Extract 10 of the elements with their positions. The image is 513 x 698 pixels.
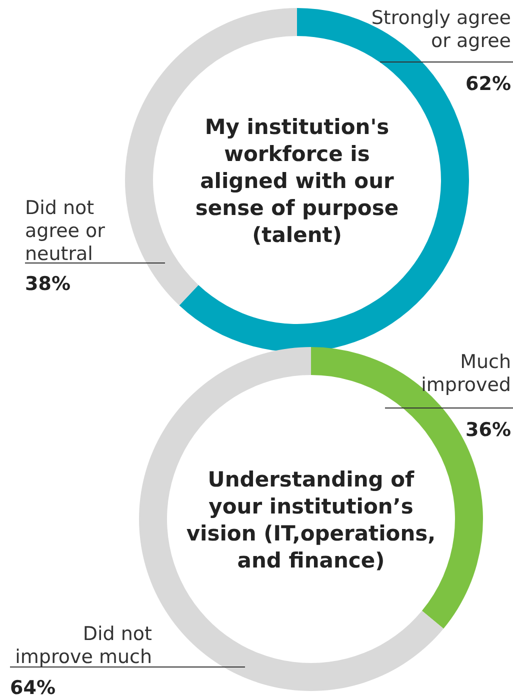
data-label: 38% xyxy=(25,273,70,295)
slice-label: Did not agree or neutral xyxy=(25,197,106,265)
slice-label: Did not improve much xyxy=(15,623,152,668)
slice-label: Much improved xyxy=(421,351,511,396)
data-label: 62% xyxy=(466,73,511,95)
data-label: 36% xyxy=(466,419,511,441)
text: Understanding of your institution’s vision (IT,operations, and finance) xyxy=(186,468,436,572)
text: My institution's workforce is aligned with our sense of purpose (talent) xyxy=(195,115,399,247)
data-label: 64% xyxy=(10,677,56,698)
slice-label: Strongly agree or agree xyxy=(371,7,511,52)
